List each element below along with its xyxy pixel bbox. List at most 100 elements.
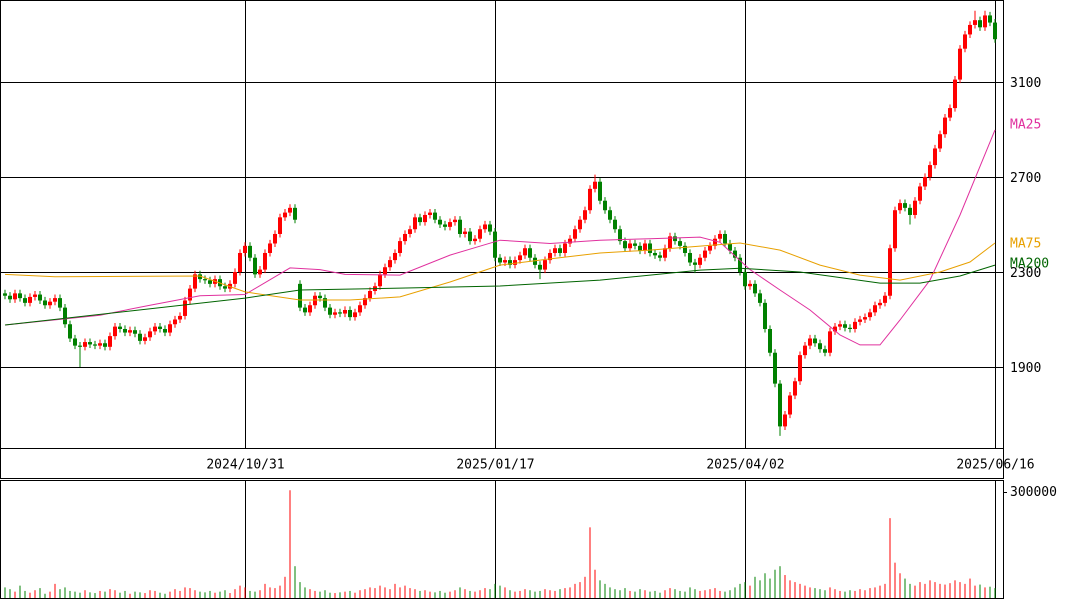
volume-bar (489, 589, 491, 598)
volume-bar (324, 590, 326, 598)
volume-bar (929, 580, 931, 598)
candle-body (628, 243, 632, 249)
volume-bar (264, 583, 266, 598)
volume-bar (139, 592, 141, 598)
volume-bar (964, 583, 966, 598)
candle-body (133, 330, 137, 334)
volume-bar (244, 587, 246, 598)
volume-bar (644, 590, 646, 598)
volume-bar (854, 590, 856, 598)
ma-line (4, 264, 996, 326)
volume-bar (164, 593, 166, 598)
candle-body (823, 349, 827, 353)
volume-bar (199, 591, 201, 598)
volume-bar (984, 587, 986, 598)
volume-bar (994, 588, 996, 598)
volume-bar (154, 590, 156, 598)
volume-bar (319, 591, 321, 598)
volume-bar (704, 590, 706, 598)
candle-body (293, 207, 297, 220)
volume-bar (969, 578, 971, 598)
candle-body (63, 307, 67, 325)
candle-body (973, 20, 977, 25)
volume-bar (709, 589, 711, 598)
candle-body (968, 24, 972, 35)
volume-bar (884, 583, 886, 598)
volume-bar (369, 587, 371, 598)
candle-body (8, 295, 12, 300)
volume-bar (104, 591, 106, 598)
candle-body (708, 245, 712, 251)
volume-bar (229, 593, 231, 598)
volume-bar (114, 590, 116, 598)
volume-bar (524, 589, 526, 598)
volume-bar (599, 580, 601, 598)
volume-bar (209, 590, 211, 598)
volume-bar (674, 589, 676, 598)
candle-body (468, 231, 472, 242)
candle-body (593, 181, 597, 189)
volume-bar (174, 589, 176, 598)
candle-body (928, 165, 932, 177)
candle-body (448, 222, 452, 227)
candle-body (718, 233, 722, 239)
candle-body (658, 255, 662, 258)
volume-bar (414, 589, 416, 598)
volume-bar (134, 591, 136, 598)
candle-body (483, 224, 487, 230)
volume-bar (539, 590, 541, 598)
volume-bar (4, 587, 6, 598)
candle-body (568, 238, 572, 244)
candle-body (873, 305, 877, 313)
candle-body (903, 203, 907, 208)
candle-body (123, 328, 127, 333)
candle-body (783, 414, 787, 427)
volume-bar (44, 593, 46, 598)
candle-body (853, 321, 857, 329)
candle-body (33, 294, 37, 297)
volume-bar (29, 592, 31, 598)
volume-bar (39, 588, 41, 598)
candle-body (238, 252, 242, 272)
candle-body (138, 333, 142, 341)
candle-body (538, 264, 542, 270)
volume-bar (779, 566, 781, 598)
volume-bar (219, 591, 221, 598)
candle-body (433, 212, 437, 220)
candle-body (463, 231, 467, 234)
candle-body (413, 217, 417, 230)
volume-bar (974, 585, 976, 598)
candle-body (623, 241, 627, 249)
volume-bar (409, 588, 411, 598)
volume-bar (239, 585, 241, 598)
candle-body (333, 312, 337, 315)
candle-body (918, 186, 922, 201)
volume-bar (764, 573, 766, 598)
candle-body (303, 307, 307, 313)
candle-body (348, 309, 352, 318)
volume-bar (64, 587, 66, 598)
candle-body (618, 229, 622, 242)
volume-bar (584, 576, 586, 598)
volume-bar (799, 583, 801, 598)
volume-bar (94, 593, 96, 598)
candle-body (378, 274, 382, 287)
candle-body (753, 283, 757, 294)
candle-body (493, 231, 497, 258)
volume-bar (179, 590, 181, 598)
candle-body (173, 319, 177, 325)
volume-bar (484, 588, 486, 598)
volume-bar (84, 590, 86, 598)
volume-bar (499, 585, 501, 598)
volume-bar (294, 566, 296, 598)
candle-body (153, 326, 157, 332)
candle-body (868, 312, 872, 318)
ma-line (4, 242, 996, 301)
volume-bar (814, 588, 816, 598)
candle-body (678, 241, 682, 246)
candle-body (428, 212, 432, 215)
candle-body (548, 252, 552, 261)
volume-bar (304, 587, 306, 598)
volume-bar (559, 589, 561, 598)
